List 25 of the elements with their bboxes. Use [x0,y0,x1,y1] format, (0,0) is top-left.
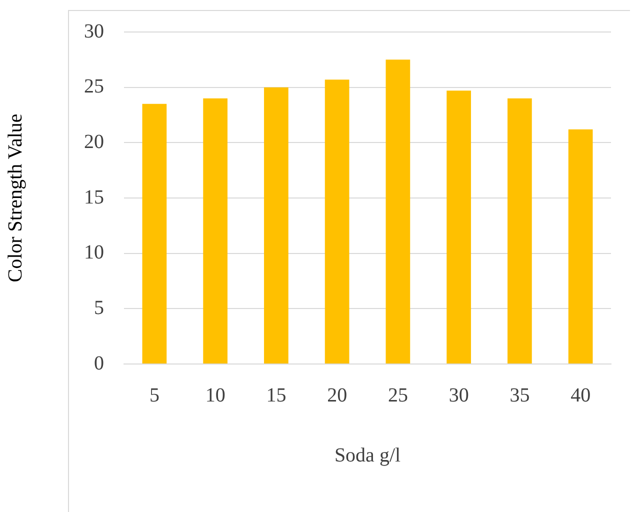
x-tick-label: 20 [327,384,348,406]
x-tick-label: 40 [570,384,591,406]
x-tick-label: 35 [510,384,530,406]
y-tick-label: 0 [94,352,104,374]
bar [264,87,288,364]
bar [508,98,532,364]
bar [203,98,228,364]
bar [446,90,471,364]
x-tick-label: 5 [149,384,160,406]
y-tick-label: 30 [84,20,104,42]
bar [324,80,350,364]
bar [142,104,167,364]
x-tick-label: 15 [266,384,286,406]
x-tick-label: 10 [205,384,226,406]
x-tick-label: 25 [388,384,408,406]
y-axis-title: Color Strength Value [4,114,26,282]
bar [568,129,593,364]
bar [386,60,410,364]
y-tick-label: 20 [84,130,104,153]
y-tick-label: 15 [84,186,104,208]
y-tick-label: 10 [84,242,104,264]
y-tick-label: 25 [84,76,104,98]
x-tick-label: 30 [448,384,469,406]
x-axis-title: Soda g/l [334,444,401,466]
y-tick-label: 5 [94,296,104,319]
